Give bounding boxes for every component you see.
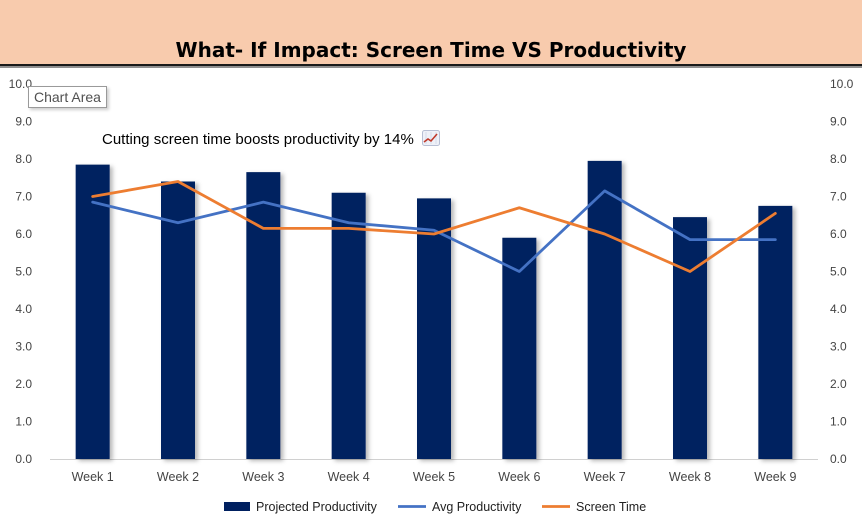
bars-group <box>75 160 793 459</box>
y-tick-label: 9.0 <box>15 115 32 129</box>
y-tick-label: 0.0 <box>15 452 32 466</box>
legend: Projected Productivity Avg Productivity Sc… <box>224 500 646 514</box>
chart-increasing-icon <box>422 130 440 146</box>
bar-projected-productivity <box>502 237 537 459</box>
y-tick-label: 4.0 <box>15 302 32 316</box>
x-tick-label: Week 7 <box>584 470 626 484</box>
bar-projected-productivity <box>246 172 281 459</box>
y-tick-label: 5.0 <box>15 265 32 279</box>
x-tick-label: Week 5 <box>413 470 455 484</box>
x-tick-label: Week 4 <box>328 470 370 484</box>
axes-group: 0.0 1.0 2.0 3.0 4.0 5.0 6.0 7.0 8.0 9.0 10.0 0.0 1.0… <box>0 66 862 484</box>
secondary-y-tick-label: 9.0 <box>830 115 847 129</box>
y-tick-label: 10.0 <box>9 77 33 91</box>
lines-group <box>91 180 777 273</box>
legend-label-screen-time: Screen Time <box>576 500 646 514</box>
secondary-y-tick-label: 3.0 <box>830 340 847 354</box>
secondary-y-tick-label: 2.0 <box>830 377 847 391</box>
bar-projected-productivity <box>673 217 707 459</box>
line-avg-productivity <box>91 189 777 273</box>
y-tick-label: 8.0 <box>15 152 32 166</box>
bar-projected-productivity <box>587 160 622 459</box>
legend-label-projected-productivity: Projected Productivity <box>256 500 378 514</box>
legend-swatch-projected-productivity <box>224 502 250 511</box>
secondary-y-tick-label: 10.0 <box>830 77 854 91</box>
secondary-y-tick-label: 5.0 <box>830 265 847 279</box>
secondary-y-tick-label: 1.0 <box>830 415 847 429</box>
secondary-y-tick-label: 4.0 <box>830 302 847 316</box>
secondary-y-tick-label: 8.0 <box>830 152 847 166</box>
line-screen-time <box>91 180 777 273</box>
y-tick-label: 3.0 <box>15 340 32 354</box>
x-tick-label: Week 8 <box>669 470 711 484</box>
legend-label-avg-productivity: Avg Productivity <box>432 500 522 514</box>
chart-title: What- If Impact: Screen Time VS Producti… <box>175 38 687 62</box>
y-tick-label: 6.0 <box>15 227 32 241</box>
x-tick-label: Week 6 <box>498 470 540 484</box>
y-tick-label: 1.0 <box>15 415 32 429</box>
y-tick-label: 7.0 <box>15 190 32 204</box>
title-band: What- If Impact: Screen Time VS Producti… <box>0 0 862 66</box>
x-tick-label: Week 1 <box>72 470 114 484</box>
x-tick-label: Week 9 <box>754 470 796 484</box>
chart-area-tooltip: Chart Area <box>28 86 107 108</box>
x-tick-label: Week 2 <box>157 470 199 484</box>
chart-annotation: Cutting screen time boosts productivity … <box>102 130 440 148</box>
y-tick-label: 2.0 <box>15 377 32 391</box>
secondary-y-tick-label: 0.0 <box>830 452 847 466</box>
secondary-y-tick-label: 7.0 <box>830 190 847 204</box>
bar-projected-productivity <box>331 192 366 459</box>
bar-projected-productivity <box>758 205 793 459</box>
bar-projected-productivity <box>161 181 195 459</box>
annotation-text: Cutting screen time boosts productivity … <box>102 131 414 148</box>
bar-projected-productivity <box>417 198 451 459</box>
x-tick-label: Week 3 <box>242 470 284 484</box>
secondary-y-tick-label: 6.0 <box>830 227 847 241</box>
bar-projected-productivity <box>75 164 110 459</box>
